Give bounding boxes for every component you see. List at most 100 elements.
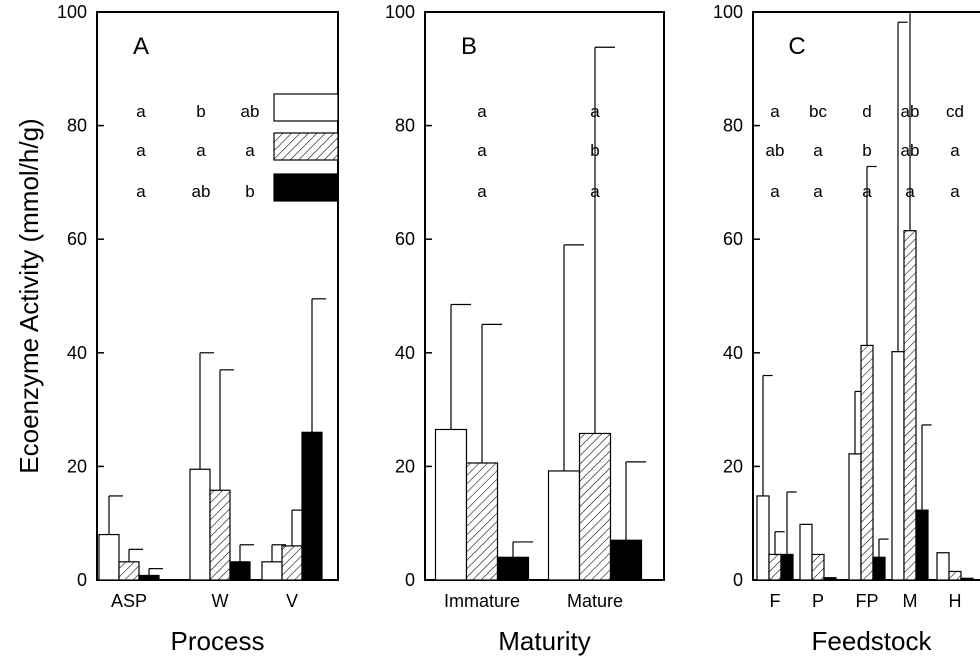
y-tick-label: 100 [57, 2, 87, 22]
bar [960, 577, 974, 581]
bar [209, 489, 231, 581]
bar [936, 552, 950, 581]
x-tick-label: W [212, 591, 229, 611]
significance-letter: a [862, 182, 872, 201]
bar [496, 556, 530, 581]
bar [229, 561, 251, 581]
significance-letter: a [245, 141, 255, 160]
bar [768, 553, 782, 581]
y-tick-label: 100 [385, 2, 415, 22]
legend-swatch-open [273, 93, 339, 122]
y-tick-label: 20 [395, 456, 415, 476]
legend-swatch-solid [273, 173, 339, 202]
significance-letter: a [590, 182, 600, 201]
bar [578, 432, 612, 581]
bar [903, 230, 917, 581]
significance-letter: a [477, 102, 487, 121]
significance-letter: b [196, 102, 205, 121]
x-axis-title: Process [171, 626, 265, 656]
significance-letter: a [950, 141, 960, 160]
significance-letter: b [590, 141, 599, 160]
panel-b: 0 20 40 60 80 100 B Maturity Immature Mature a a a a b… [385, 2, 665, 656]
significance-letter: ab [901, 102, 920, 121]
legend: a b aba a aa ab b [136, 93, 339, 202]
y-tick-label: 0 [405, 570, 415, 590]
significance-letter: a [905, 182, 915, 201]
significance-letter: a [196, 141, 206, 160]
bar [434, 428, 468, 581]
y-tick-label: 60 [67, 229, 87, 249]
significance-letter: ab [241, 102, 260, 121]
chart-panels: 0 20 40 60 80 100 A Process ASP W V 0 20 40 60 80 100 B Ma… [57, 2, 980, 656]
x-tick-label: Immature [444, 591, 520, 611]
bar [811, 553, 825, 581]
y-tick-label: 0 [77, 570, 87, 590]
panel-letter: C [788, 33, 805, 60]
y-tick-label: 80 [395, 116, 415, 136]
significance-letter: bc [809, 102, 827, 121]
significance-letter: a [770, 102, 780, 121]
x-tick-label: M [903, 591, 918, 611]
bar [872, 556, 886, 581]
significance-letter: a [477, 141, 487, 160]
significance-letter: a [590, 102, 600, 121]
significance-letter: d [862, 102, 871, 121]
y-tick-label: 40 [67, 343, 87, 363]
x-tick-label: H [949, 591, 962, 611]
y-tick-label: 20 [723, 456, 743, 476]
bar [780, 553, 794, 581]
significance-letter: a [136, 141, 146, 160]
bar [118, 561, 140, 581]
x-axis-title: Feedstock [812, 626, 933, 656]
y-tick-label: 60 [723, 229, 743, 249]
significance-letter: a [813, 141, 823, 160]
bar [281, 545, 303, 581]
bar [915, 509, 929, 581]
x-axis-title: Maturity [498, 626, 590, 656]
bar [848, 453, 862, 581]
bar [799, 523, 813, 581]
bar [261, 561, 283, 581]
x-tick-label: P [812, 591, 824, 611]
bar [891, 351, 905, 581]
x-tick-label: V [286, 591, 298, 611]
panel-letter: A [133, 33, 149, 60]
significance-letter: ab [192, 182, 211, 201]
bar [547, 470, 581, 581]
y-tick-label: 40 [723, 343, 743, 363]
y-axis-label: Ecoenzyme Activity (mmol/h/g) [14, 118, 44, 473]
y-tick-label: 0 [733, 570, 743, 590]
x-tick-label: F [770, 591, 781, 611]
y-tick-label: 80 [723, 116, 743, 136]
bar [609, 539, 643, 581]
significance-letter: b [245, 182, 254, 201]
bar [860, 344, 874, 581]
x-tick-label: ASP [111, 591, 147, 611]
plot-frame [424, 11, 665, 581]
bar [948, 570, 962, 581]
bar [823, 577, 837, 581]
significance-letter: ab [766, 141, 785, 160]
significance-letter: b [862, 141, 871, 160]
y-tick-label: 100 [713, 2, 743, 22]
bar [98, 533, 120, 581]
panel-letter: B [461, 33, 477, 60]
y-tick-label: 60 [395, 229, 415, 249]
bar [301, 431, 323, 581]
y-tick-label: 20 [67, 456, 87, 476]
significance-letter: a [813, 182, 823, 201]
significance-letter: a [477, 182, 487, 201]
bar [189, 468, 211, 581]
panel-a: 0 20 40 60 80 100 A Process ASP W V [57, 2, 339, 656]
bar [138, 574, 160, 581]
significance-letter: a [136, 182, 146, 201]
y-tick-label: 40 [395, 343, 415, 363]
bar [756, 495, 770, 581]
significance-letter: a [950, 182, 960, 201]
x-tick-label: FP [855, 591, 878, 611]
legend-swatch-hatched [273, 132, 339, 161]
significance-letter: cd [946, 102, 964, 121]
significance-letter: ab [901, 141, 920, 160]
